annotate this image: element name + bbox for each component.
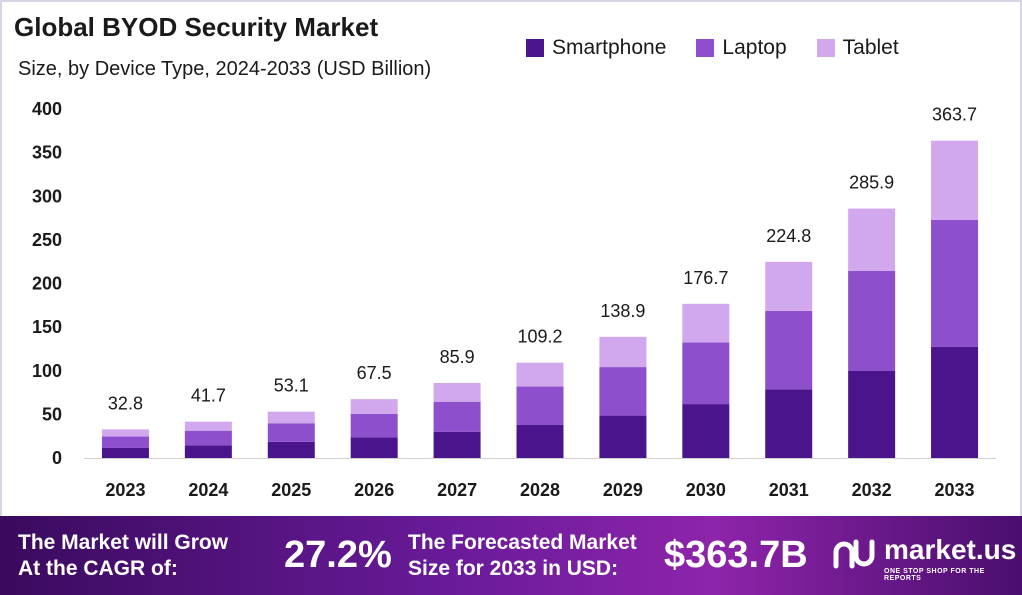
legend-label-tablet: Tablet (842, 36, 899, 59)
bar-segment-tablet (848, 208, 896, 271)
cagr-label: The Market will Grow At the CAGR of: (18, 530, 228, 582)
x-tick-label: 2031 (769, 480, 809, 500)
chart-subtitle: Size, by Device Type, 2024-2033 (USD Bil… (18, 58, 432, 80)
y-tick-label: 0 (52, 448, 62, 468)
bar-total-label: 363.7 (932, 105, 977, 125)
legend: Smartphone Laptop Tablet (526, 36, 899, 60)
x-tick-label: 2027 (437, 480, 477, 500)
bar-segment-tablet (184, 421, 232, 431)
bar-total-label: 109.2 (517, 327, 562, 347)
legend-swatch-tablet (816, 39, 835, 57)
bar-segment-laptop (516, 386, 564, 425)
x-tick-label: 2025 (271, 480, 311, 500)
stacked-bar-chart: 0 50 100 150 200 250 300 350 400 32.8 2023 41.7 2024… (32, 99, 996, 500)
legend-item-tablet: Tablet (816, 36, 899, 60)
forecast-label-line1: The Forecasted Market (408, 531, 637, 554)
bar-segment-laptop (350, 413, 398, 438)
cagr-label-line1: The Market will Grow (18, 531, 229, 554)
bar-segment-laptop (267, 423, 315, 442)
x-tick-label: 2033 (935, 480, 975, 500)
bar-total-label: 32.8 (108, 393, 143, 413)
bar-total-label: 53.1 (274, 376, 309, 396)
footer-banner: The Market will Grow At the CAGR of: 27.… (0, 516, 1022, 595)
legend-label-laptop: Laptop (722, 36, 787, 59)
y-tick-label: 400 (32, 99, 62, 119)
y-tick-label: 350 (32, 143, 62, 163)
legend-item-smartphone: Smartphone (526, 36, 666, 60)
bar-total-label: 224.8 (766, 226, 811, 246)
bar-segment-laptop (765, 310, 813, 390)
bar-segment-laptop (184, 430, 232, 446)
bar-segment-smartphone (433, 431, 481, 458)
market-us-logo-icon (833, 539, 875, 569)
bar-total-label: 138.9 (600, 301, 645, 321)
x-tick-label: 2024 (188, 480, 228, 500)
brand-name: market.us (884, 534, 1017, 565)
bar-segment-laptop (931, 219, 979, 347)
bar-segment-smartphone (765, 389, 813, 458)
bar-segment-smartphone (682, 404, 730, 458)
x-tick-label: 2023 (105, 480, 145, 500)
y-tick-label: 200 (32, 274, 62, 294)
bar-segment-smartphone (101, 447, 149, 458)
cagr-label-line2: At the CAGR of: (18, 557, 178, 580)
bar-segment-smartphone (931, 346, 979, 458)
bar-segment-tablet (516, 362, 564, 387)
x-tick-label: 2026 (354, 480, 394, 500)
x-tick-label: 2032 (852, 480, 892, 500)
bar-segment-laptop (599, 367, 647, 416)
forecast-label-line2: Size for 2033 in USD: (408, 557, 619, 580)
brand-tagline: ONE STOP SHOP FOR THE REPORTS (884, 568, 985, 582)
bar-segment-smartphone (599, 415, 647, 458)
cagr-value: 27.2% (284, 534, 392, 576)
bar-segment-laptop (682, 342, 730, 405)
bar-segment-smartphone (184, 445, 232, 458)
bar-segment-smartphone (267, 441, 315, 458)
bar-segment-tablet (682, 303, 730, 343)
forecast-value: $363.7B (664, 534, 808, 576)
y-tick-label: 250 (32, 230, 62, 250)
bar-segment-tablet (101, 429, 149, 437)
x-tick-label: 2028 (520, 480, 560, 500)
legend-swatch-laptop (696, 39, 715, 57)
bar-total-label: 285.9 (849, 173, 894, 193)
y-tick-label: 50 (42, 404, 62, 424)
legend-item-laptop: Laptop (696, 36, 787, 60)
chart-title: Global BYOD Security Market (14, 12, 379, 42)
bar-total-label: 41.7 (191, 386, 226, 406)
bar-total-label: 67.5 (357, 363, 392, 383)
bar-segment-tablet (599, 336, 647, 368)
bar-segment-smartphone (350, 437, 398, 458)
bar-segment-smartphone (848, 370, 896, 458)
bar-total-label: 85.9 (440, 347, 475, 367)
y-tick-label: 300 (32, 186, 62, 206)
x-tick-label: 2030 (686, 480, 726, 500)
y-tick-label: 100 (32, 361, 62, 381)
x-tick-label: 2029 (603, 480, 643, 500)
bar-segment-tablet (267, 411, 315, 424)
bar-segment-tablet (433, 382, 481, 402)
y-tick-label: 150 (32, 317, 62, 337)
bar-segment-smartphone (516, 424, 564, 458)
bar-segment-laptop (101, 436, 149, 448)
bar-segment-laptop (433, 401, 481, 432)
bar-segment-tablet (350, 399, 398, 414)
bar-total-label: 176.7 (683, 268, 728, 288)
bar-segment-laptop (848, 270, 896, 371)
legend-label-smartphone: Smartphone (552, 36, 667, 59)
legend-swatch-smartphone (526, 39, 544, 57)
bar-segment-tablet (765, 261, 813, 311)
forecast-label: The Forecasted Market Size for 2033 in U… (408, 530, 637, 582)
bar-segment-tablet (931, 140, 979, 220)
